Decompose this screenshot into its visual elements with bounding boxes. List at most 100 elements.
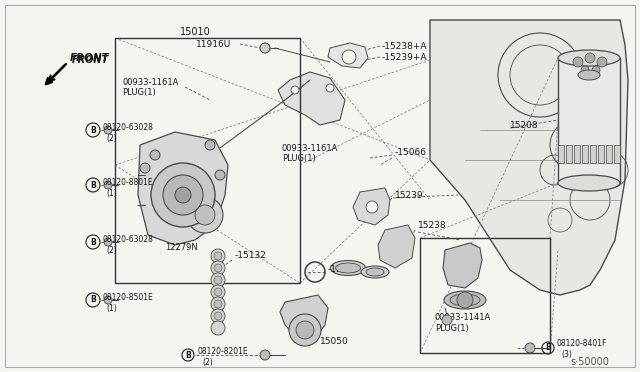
Text: B: B bbox=[185, 350, 191, 359]
Text: -15053: -15053 bbox=[328, 266, 360, 275]
Circle shape bbox=[211, 273, 225, 287]
Polygon shape bbox=[278, 72, 345, 125]
Circle shape bbox=[214, 300, 222, 308]
Text: -15239+A: -15239+A bbox=[382, 52, 428, 61]
Text: 11916U: 11916U bbox=[196, 39, 231, 48]
Polygon shape bbox=[353, 188, 390, 225]
Circle shape bbox=[581, 66, 589, 74]
Text: 00933-1141A: 00933-1141A bbox=[435, 314, 492, 323]
Bar bbox=[598, 145, 604, 163]
Ellipse shape bbox=[366, 268, 384, 276]
Text: FRONT: FRONT bbox=[70, 53, 109, 63]
Text: 15010: 15010 bbox=[180, 27, 211, 37]
Ellipse shape bbox=[444, 291, 486, 309]
Text: 08120-63028: 08120-63028 bbox=[102, 122, 153, 131]
Bar bbox=[614, 145, 620, 163]
Circle shape bbox=[211, 321, 225, 335]
Text: 12279N: 12279N bbox=[165, 244, 198, 253]
Circle shape bbox=[211, 261, 225, 275]
Circle shape bbox=[573, 57, 583, 67]
Bar bbox=[558, 58, 620, 183]
Bar bbox=[590, 145, 596, 163]
Text: 00933-1161A: 00933-1161A bbox=[282, 144, 339, 153]
Text: PLUG(1): PLUG(1) bbox=[122, 87, 156, 96]
Text: 15238: 15238 bbox=[418, 221, 447, 230]
Circle shape bbox=[585, 53, 595, 63]
Bar bbox=[606, 145, 612, 163]
Circle shape bbox=[104, 181, 112, 189]
Text: 15208: 15208 bbox=[510, 121, 539, 129]
Polygon shape bbox=[280, 295, 328, 342]
Text: B: B bbox=[545, 343, 551, 353]
Circle shape bbox=[140, 163, 150, 173]
Text: s·50000: s·50000 bbox=[570, 357, 609, 367]
Bar bbox=[582, 145, 588, 163]
Text: FRONT: FRONT bbox=[72, 55, 109, 65]
Circle shape bbox=[289, 314, 321, 346]
Circle shape bbox=[214, 276, 222, 284]
Circle shape bbox=[211, 309, 225, 323]
Text: B: B bbox=[90, 295, 96, 305]
Circle shape bbox=[211, 249, 225, 263]
Circle shape bbox=[442, 315, 452, 325]
Text: (2): (2) bbox=[106, 246, 116, 254]
Circle shape bbox=[195, 205, 215, 225]
Circle shape bbox=[104, 238, 112, 246]
Polygon shape bbox=[138, 132, 228, 245]
Polygon shape bbox=[328, 43, 368, 68]
Text: (3): (3) bbox=[561, 350, 572, 359]
Bar bbox=[115, 38, 300, 283]
Ellipse shape bbox=[578, 70, 600, 80]
Circle shape bbox=[342, 50, 356, 64]
Circle shape bbox=[163, 175, 203, 215]
Ellipse shape bbox=[335, 263, 360, 273]
Text: 00933-1161A: 00933-1161A bbox=[122, 77, 179, 87]
Ellipse shape bbox=[361, 266, 389, 278]
Circle shape bbox=[260, 350, 270, 360]
Text: B: B bbox=[90, 180, 96, 189]
Ellipse shape bbox=[450, 294, 480, 306]
Polygon shape bbox=[443, 243, 482, 288]
Circle shape bbox=[151, 163, 215, 227]
Text: (1): (1) bbox=[106, 189, 116, 198]
Text: 15239: 15239 bbox=[395, 190, 424, 199]
Text: 15050: 15050 bbox=[320, 337, 349, 346]
Circle shape bbox=[104, 126, 112, 134]
Circle shape bbox=[175, 187, 191, 203]
Bar bbox=[420, 238, 550, 353]
Circle shape bbox=[214, 264, 222, 272]
Bar bbox=[566, 145, 572, 163]
Circle shape bbox=[211, 285, 225, 299]
Circle shape bbox=[326, 84, 334, 92]
Text: B: B bbox=[90, 125, 96, 135]
Circle shape bbox=[592, 66, 600, 74]
Circle shape bbox=[150, 150, 160, 160]
Circle shape bbox=[296, 321, 314, 339]
Circle shape bbox=[366, 201, 378, 213]
Circle shape bbox=[525, 343, 535, 353]
Circle shape bbox=[457, 292, 473, 308]
Polygon shape bbox=[430, 20, 628, 295]
Bar bbox=[558, 145, 564, 163]
Text: (1): (1) bbox=[106, 304, 116, 312]
Circle shape bbox=[211, 297, 225, 311]
Circle shape bbox=[291, 86, 299, 94]
Circle shape bbox=[215, 170, 225, 180]
Text: B: B bbox=[90, 237, 96, 247]
Circle shape bbox=[214, 312, 222, 320]
Text: 08120-8201E: 08120-8201E bbox=[198, 347, 248, 356]
Polygon shape bbox=[378, 225, 415, 268]
Text: -15132: -15132 bbox=[235, 250, 267, 260]
Circle shape bbox=[597, 57, 607, 67]
Circle shape bbox=[104, 296, 112, 304]
Ellipse shape bbox=[558, 175, 620, 191]
Ellipse shape bbox=[330, 260, 365, 276]
Circle shape bbox=[214, 288, 222, 296]
Text: 08120-8401F: 08120-8401F bbox=[557, 340, 607, 349]
Text: (2): (2) bbox=[202, 357, 212, 366]
Circle shape bbox=[205, 140, 215, 150]
Circle shape bbox=[214, 252, 222, 260]
Text: PLUG(1): PLUG(1) bbox=[282, 154, 316, 163]
Text: PLUG(1): PLUG(1) bbox=[435, 324, 468, 333]
Text: -15066: -15066 bbox=[395, 148, 427, 157]
